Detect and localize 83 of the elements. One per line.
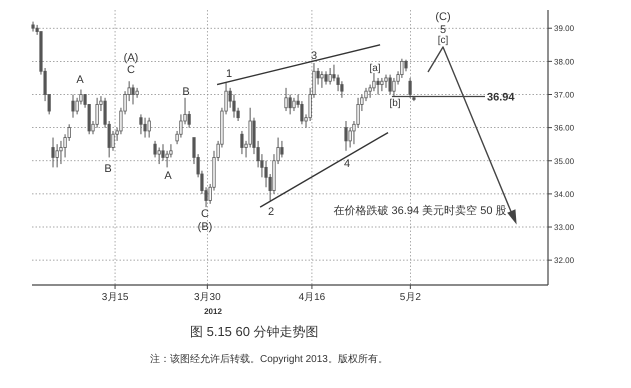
candlestick	[288, 94, 292, 115]
annotation: [b]	[389, 98, 401, 109]
candlestick	[96, 97, 99, 128]
candlestick	[188, 110, 191, 128]
x-tick-label: 3月30	[194, 292, 222, 303]
candlestick	[131, 84, 135, 105]
annotation: [c]	[438, 35, 448, 46]
annotation: 在价格跌破 36.94 美元时卖空 50 股	[334, 204, 506, 217]
candlestick	[372, 72, 376, 92]
candlestick	[240, 130, 244, 155]
candlestick	[165, 150, 169, 168]
candlestick	[400, 58, 404, 78]
candlestick	[31, 21, 35, 32]
candlestick	[148, 117, 151, 138]
y-tick-label: 37.00	[554, 90, 575, 100]
annotation: 5	[440, 24, 446, 36]
candlestick	[248, 107, 252, 148]
candlestick	[51, 137, 55, 168]
candlestick	[153, 140, 157, 158]
text: 注：该图经允许后转载。Copyright 2013。版权所有。	[150, 353, 388, 365]
y-tick-label: 36.00	[554, 124, 575, 133]
candlestick	[368, 84, 372, 98]
candlestick	[392, 77, 396, 97]
candlestick	[284, 87, 288, 112]
candlestick	[56, 144, 59, 168]
candlestick	[292, 97, 296, 112]
y-tick-label: 35.00	[554, 156, 575, 166]
candlestick	[143, 117, 147, 138]
annotation: (A)	[124, 52, 138, 64]
candlestick	[76, 97, 79, 115]
candlestick	[179, 114, 183, 138]
candlestick	[328, 67, 332, 86]
y-tick-label: 38.00	[554, 57, 575, 66]
candlestick	[59, 140, 63, 165]
candlestick	[364, 87, 368, 102]
x-tick-label: 4月16	[298, 292, 326, 303]
candlestick	[380, 77, 384, 92]
candlestick	[408, 77, 412, 98]
annotation: (C)	[435, 11, 451, 23]
x-tick-label: 5月2	[400, 292, 422, 303]
y-tick-label: 32.00	[554, 256, 575, 266]
candlestick	[158, 147, 161, 165]
candlestick	[320, 70, 324, 88]
annotation: A	[76, 74, 84, 86]
annotation: C	[127, 64, 136, 76]
candlestick	[161, 144, 165, 162]
y-tick-label: 34.00	[554, 190, 575, 199]
candlestick	[336, 74, 340, 92]
annotation: (B)	[198, 221, 212, 233]
candlestick	[340, 80, 344, 98]
candlestick	[388, 74, 392, 95]
annotation: 2	[268, 206, 274, 218]
annotation: B	[104, 163, 112, 175]
candlestick	[376, 77, 380, 95]
annotation: A	[164, 170, 172, 182]
candlestick	[384, 74, 388, 88]
x-tick-label: 3月15	[102, 292, 129, 303]
candlestick	[332, 64, 336, 82]
annotation: 4	[344, 158, 350, 170]
candlestick	[169, 144, 173, 158]
candlestick	[356, 97, 360, 128]
candlestick	[300, 100, 304, 125]
annotation: B	[182, 86, 190, 98]
candlestick	[135, 87, 139, 98]
candlestick	[71, 94, 75, 118]
y-tick-label: 33.00	[554, 223, 575, 232]
ref-line-label: 36.94	[487, 91, 516, 104]
annotation: 1	[226, 68, 232, 80]
candlestick	[228, 87, 232, 108]
y-tick-label: 39.00	[554, 24, 575, 34]
text: 2012	[204, 307, 222, 316]
candlestick	[324, 70, 328, 86]
candlestick	[404, 59, 408, 72]
annotation: [a]	[369, 63, 381, 74]
candlestick	[232, 94, 236, 118]
annotation: 3	[310, 50, 318, 62]
candlestick	[264, 160, 268, 188]
text: 图 5.15 60 分钟走势图	[190, 324, 319, 339]
candlestick	[280, 140, 284, 158]
candlestick	[344, 120, 348, 152]
annotation: C	[201, 208, 210, 220]
candlestick	[139, 114, 143, 135]
candlestick	[348, 127, 352, 148]
